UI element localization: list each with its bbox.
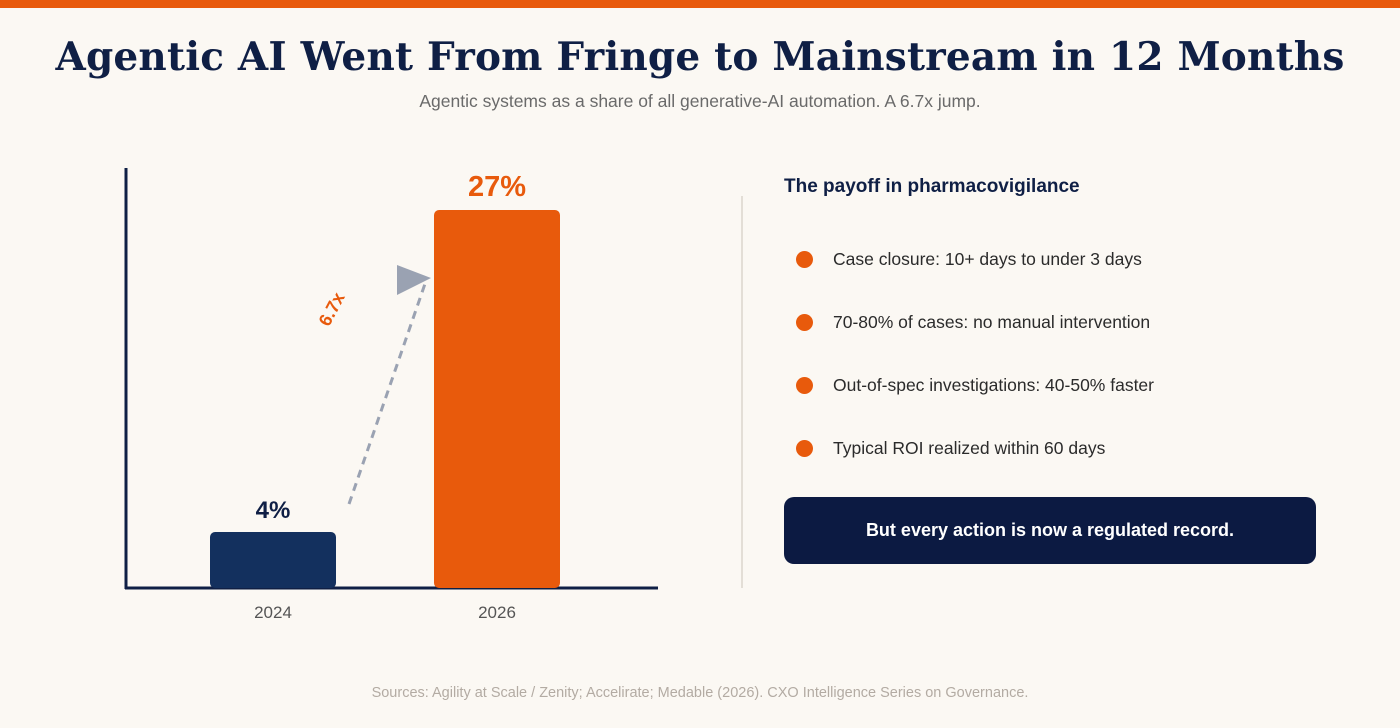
data-label: 27% [468, 171, 526, 203]
bar-chart: 4% 2024 27% 2026 6.7x [124, 168, 658, 622]
page-title: Agentic AI Went From Fringe to Mainstrea… [55, 34, 1345, 80]
growth-annotation: 6.7x [315, 289, 349, 329]
bullet-dot-icon [796, 377, 813, 394]
bullet-dot-icon [796, 440, 813, 457]
top-accent-bar [0, 0, 1400, 8]
payoff-item-text: Typical ROI realized within 60 days [833, 438, 1106, 458]
data-label: 4% [256, 497, 291, 524]
payoff-item-text: 70-80% of cases: no manual intervention [833, 312, 1151, 332]
section-divider [741, 196, 743, 588]
bar-2024 [210, 532, 336, 588]
payoff-item-text: Out-of-spec investigations: 40-50% faste… [833, 375, 1154, 395]
payoff-item-text: Case closure: 10+ days to under 3 days [833, 249, 1142, 269]
payoff-title: The payoff in pharmacovigilance [784, 176, 1080, 197]
growth-arrow-line [347, 277, 429, 505]
callout-text: But every action is now a regulated reco… [865, 520, 1235, 540]
arrow-head-icon [397, 265, 431, 295]
page-subtitle: Agentic systems as a share of all genera… [419, 91, 981, 111]
bar-2026 [434, 210, 560, 588]
x-tick-label: 2024 [254, 603, 292, 622]
bullet-dot-icon [796, 251, 813, 268]
x-tick-label: 2026 [478, 603, 516, 622]
bullet-dot-icon [796, 314, 813, 331]
sources-footnote: Sources: Agility at Scale / Zenity; Acce… [371, 685, 1029, 701]
callout-box: But every action is now a regulated reco… [784, 497, 1316, 564]
